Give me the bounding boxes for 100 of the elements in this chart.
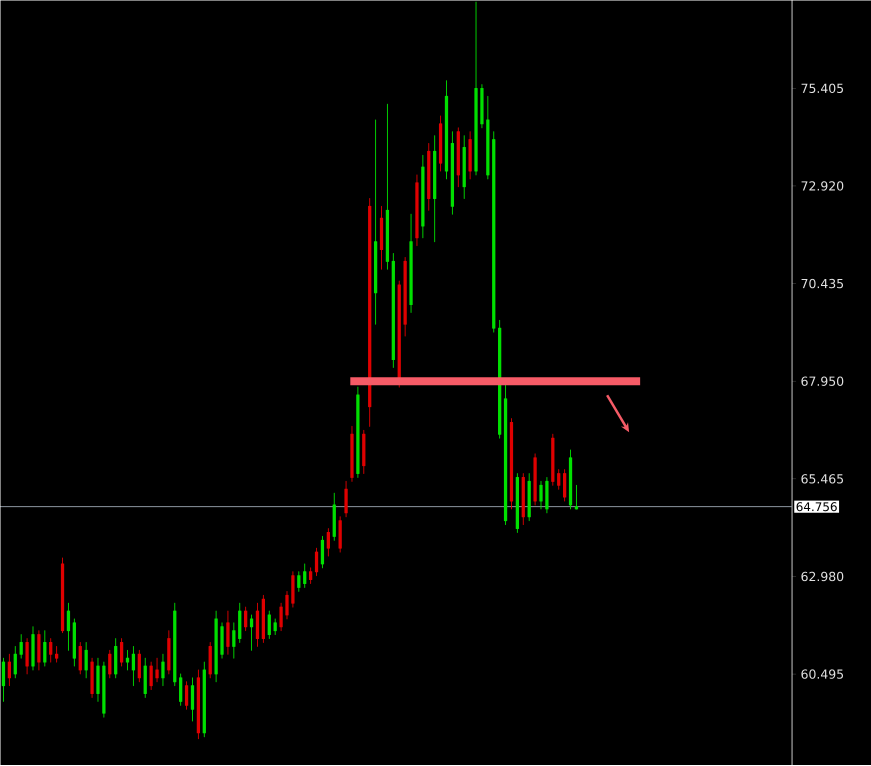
- candlestick: [2, 658, 6, 702]
- candlestick: [386, 104, 390, 270]
- candlestick: [114, 638, 118, 678]
- candlestick: [126, 650, 130, 671]
- candlestick: [43, 630, 46, 667]
- candlestick: [120, 638, 124, 667]
- candlestick: [150, 662, 153, 690]
- candlestick: [220, 622, 224, 659]
- candlestick: [31, 626, 35, 671]
- candlestick: [238, 602, 242, 644]
- candlestick: [486, 96, 490, 180]
- candlestick: [297, 572, 300, 592]
- candlestick: [132, 646, 136, 686]
- candlestick: [551, 434, 554, 486]
- candlestick: [268, 610, 271, 640]
- candlestick: [450, 131, 454, 215]
- candlestick: [528, 473, 531, 522]
- candlestick: [291, 572, 295, 608]
- y-tick-label: 62.980: [801, 572, 844, 582]
- candlestick: [308, 568, 312, 584]
- candlestick: [202, 662, 206, 738]
- candlestick: [468, 131, 472, 180]
- candlestick: [462, 135, 466, 200]
- candlestick: [8, 654, 11, 686]
- candlestick: [20, 634, 23, 659]
- candlestick: [522, 473, 525, 526]
- candlestick: [214, 610, 218, 682]
- candlestick: [78, 642, 82, 675]
- candlestick: [421, 155, 424, 238]
- candlestick: [179, 674, 182, 706]
- candlestick: [404, 257, 407, 337]
- candlestick: [285, 591, 289, 620]
- candlestick: [474, 2, 478, 176]
- candlestick: [84, 642, 88, 678]
- candlestick: [338, 516, 342, 553]
- candlestick: [208, 642, 212, 678]
- y-tick-label: 72.920: [802, 181, 844, 191]
- candlestick: [350, 426, 354, 482]
- candlestick: [332, 492, 336, 541]
- candlestick: [314, 548, 318, 576]
- candlestick: [557, 469, 560, 490]
- candlestick: [196, 670, 200, 740]
- candlestick: [415, 174, 419, 246]
- candlestick: [480, 84, 484, 128]
- candlestick: [161, 654, 165, 686]
- candlestick: [398, 280, 401, 388]
- ref-line-label: 64.756: [796, 502, 837, 512]
- y-tick-label: 65.465: [801, 474, 844, 484]
- candlestick: [492, 131, 496, 333]
- candlestick: [303, 564, 306, 588]
- candlestick: [250, 614, 254, 651]
- candlestick: [409, 214, 413, 314]
- candlestick: [326, 528, 330, 557]
- candlestick: [433, 135, 436, 242]
- candlestick: [72, 618, 76, 667]
- candlestick: [262, 595, 265, 644]
- candlestick: [362, 430, 366, 474]
- candlestick: [155, 658, 159, 682]
- candlestick: [256, 602, 260, 648]
- candlestick: [438, 116, 442, 172]
- candlestick: [444, 80, 448, 180]
- candlestick: [456, 128, 460, 188]
- candlestick: [392, 253, 395, 368]
- candlestick: [14, 646, 17, 678]
- candlestick: [374, 120, 378, 325]
- candlestick: [90, 658, 94, 698]
- candlestick: [232, 622, 236, 659]
- candlestick: [380, 206, 384, 270]
- candlestick: [244, 606, 248, 632]
- candlestick: [568, 450, 572, 510]
- candlestick: [510, 418, 514, 510]
- candlestick: [545, 477, 549, 514]
- y-tick-label: 60.495: [801, 670, 844, 680]
- candlestick: [279, 602, 283, 632]
- candlestick: [54, 646, 58, 663]
- candlestick: [184, 682, 188, 710]
- candlestick: [368, 198, 372, 428]
- y-tick-label: 67.950: [801, 376, 844, 386]
- candlestick: [504, 382, 508, 526]
- candlestick: [563, 469, 566, 502]
- candlestick: [427, 143, 430, 211]
- candlestick: [167, 630, 170, 675]
- candlestick: [138, 650, 141, 682]
- candlestick: [66, 602, 70, 651]
- candlestick: [533, 454, 537, 506]
- candlestick: [356, 386, 360, 478]
- y-tick-label: 70.435: [802, 279, 844, 288]
- candlestick: [516, 473, 519, 534]
- candlestick: [25, 638, 29, 675]
- y-tick-label: 75.405: [802, 84, 844, 94]
- candlestick: [60, 558, 64, 634]
- candlestick: [108, 650, 112, 678]
- candlestick: [173, 602, 176, 686]
- candlestick: [144, 658, 147, 698]
- candlestick: [49, 638, 52, 663]
- candlestick: [274, 618, 277, 636]
- candlestick: [574, 485, 578, 510]
- candlestick: [190, 678, 194, 722]
- candlestick: [37, 630, 41, 671]
- candlestick: [344, 481, 348, 518]
